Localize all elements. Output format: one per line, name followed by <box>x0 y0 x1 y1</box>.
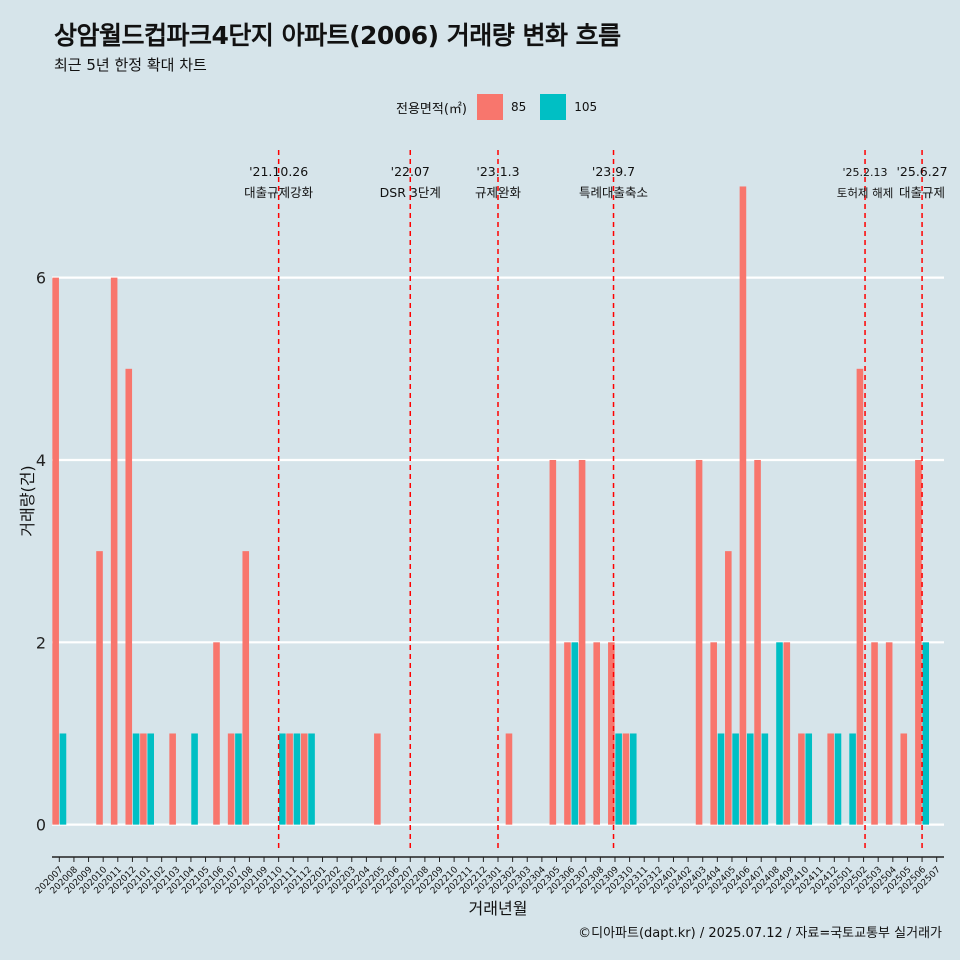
event-name-label: 대출규제강화 <box>244 185 314 200</box>
bar-105-202309 <box>615 733 622 825</box>
bar-85-202405 <box>725 551 732 825</box>
legend-label-85: 85 <box>510 100 527 114</box>
bar-105-202412 <box>834 733 842 825</box>
bar-85-202010 <box>96 551 103 825</box>
event-date-label: '23.1.3 <box>476 164 519 179</box>
bar-105-202404 <box>717 733 725 825</box>
bar-85-202007 <box>52 277 59 825</box>
bar-85-202305 <box>549 459 557 825</box>
source-caption: ©디아파트(dapt.kr) / 2025.07.12 / 자료=국토교통부 실… <box>578 926 942 941</box>
event-name-label: 토허제 해제 <box>837 186 894 200</box>
bar-105-202407 <box>761 733 769 825</box>
bar-85-202504 <box>885 642 893 825</box>
y-tick-label: 2 <box>36 633 46 652</box>
event-name-label: DSR 3단계 <box>380 185 441 200</box>
bar-85-202308 <box>593 642 600 825</box>
bar-105-202012 <box>132 733 140 825</box>
event-date-label: '25.6.27 <box>896 164 947 179</box>
bar-85-202502 <box>856 368 864 825</box>
event-date-label: '25.2.13 <box>843 166 888 179</box>
bar-85-202103 <box>169 733 176 825</box>
bar-85-202403 <box>695 459 703 825</box>
x-axis-title: 거래년월 <box>469 899 528 918</box>
bar-105-202406 <box>746 733 754 825</box>
bar-85-202310 <box>622 733 630 825</box>
legend-swatch-105 <box>540 94 567 120</box>
bar-85-202012 <box>125 368 133 825</box>
bar-85-202307 <box>578 459 586 825</box>
bar-105-202501 <box>849 733 856 825</box>
y-axis-title: 거래량(건) <box>18 465 37 536</box>
bar-85-202106 <box>213 642 220 825</box>
bar-85-202111 <box>286 733 293 825</box>
bar-85-202404 <box>710 642 717 825</box>
bar-85-202205 <box>374 733 381 825</box>
bar-105-202110 <box>279 733 286 825</box>
bar-85-202101 <box>140 733 147 825</box>
y-tick-label: 6 <box>36 269 46 288</box>
bar-85-202410 <box>798 733 805 825</box>
bar-85-202309 <box>608 642 615 825</box>
chart-title: 상암월드컵파크4단지 아파트(2006) 거래량 변화 흐름 <box>54 21 621 50</box>
bar-105-202007 <box>59 733 67 825</box>
legend: 전용면적(㎡) 85 105 <box>396 94 611 120</box>
event-date-label: '23.9.7 <box>592 164 635 179</box>
bar-105-202506 <box>922 642 930 825</box>
event-date-label: '21.10.26 <box>249 164 308 179</box>
bar-105-202112 <box>308 733 315 825</box>
bar-105-202104 <box>191 733 198 825</box>
bar-105-202111 <box>293 733 301 825</box>
bar-85-202505 <box>900 733 908 825</box>
bar-85-202409 <box>783 642 791 825</box>
event-name-label: 특례대출축소 <box>579 185 648 200</box>
event-date-label: '22.07 <box>391 164 430 179</box>
bar-85-202412 <box>827 733 834 825</box>
y-tick-label: 4 <box>36 451 46 470</box>
event-name-label: 대출규제 <box>899 185 945 200</box>
bar-85-202107 <box>227 733 235 825</box>
chart-subtitle: 최근 5년 한정 확대 차트 <box>54 56 207 74</box>
bar-105-202405 <box>732 733 739 825</box>
event-name-label: 규제완화 <box>475 185 522 200</box>
bar-85-202407 <box>754 459 761 825</box>
bar-85-202506 <box>915 459 922 825</box>
bar-105-202310 <box>629 733 637 825</box>
y-tick-label: 0 <box>36 816 46 835</box>
bar-105-202408 <box>776 642 783 825</box>
bar-85-202011 <box>110 277 118 825</box>
legend-swatch-85 <box>476 94 503 120</box>
bar-85-202406 <box>739 186 747 825</box>
bar-85-202306 <box>564 642 571 825</box>
bar-105-202107 <box>235 733 242 825</box>
bar-105-202101 <box>147 733 154 825</box>
legend-title: 전용면적(㎡) <box>396 101 467 117</box>
legend-label-105: 105 <box>574 100 598 114</box>
bar-85-202112 <box>300 733 308 825</box>
bar-105-202306 <box>571 642 579 825</box>
bar-85-202302 <box>505 733 513 825</box>
bar-105-202410 <box>805 733 813 825</box>
bar-85-202108 <box>242 551 250 825</box>
bar-85-202503 <box>871 642 878 825</box>
